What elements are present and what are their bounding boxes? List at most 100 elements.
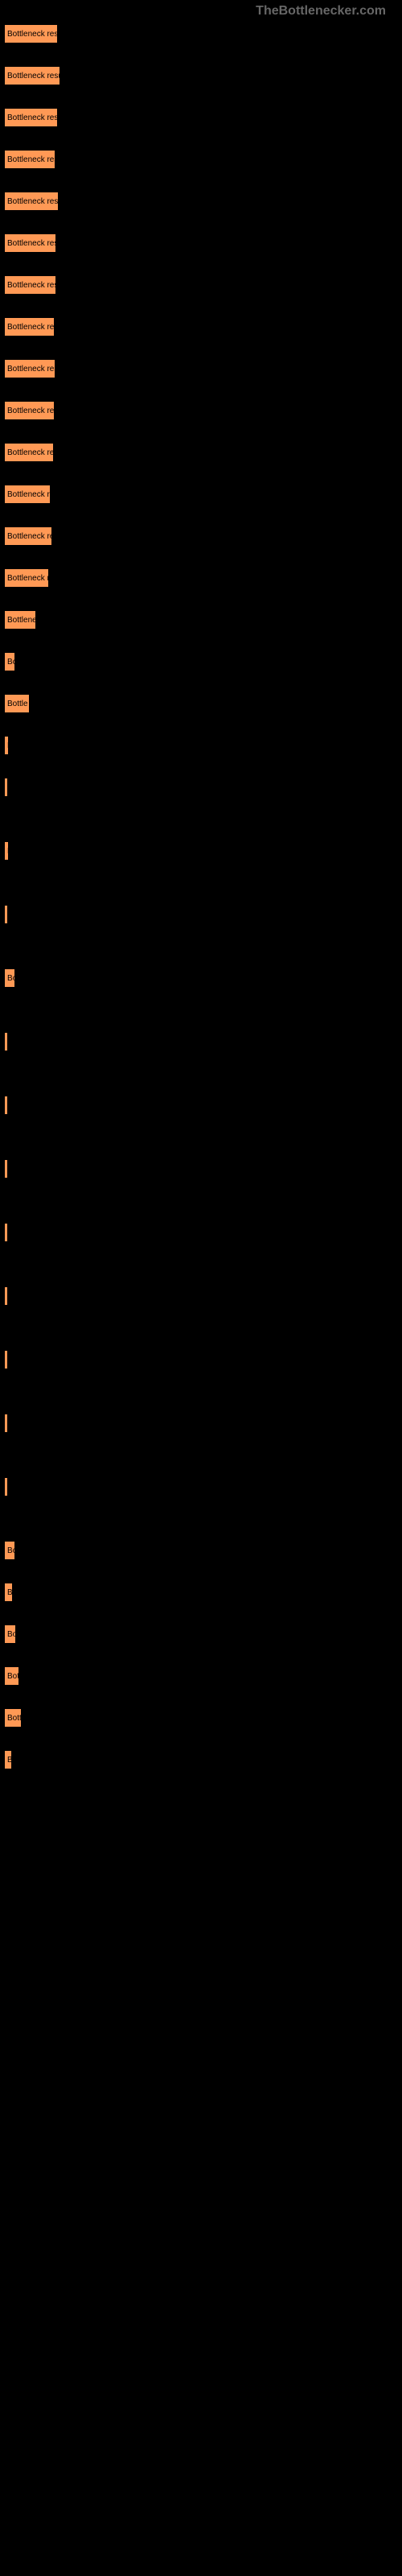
- bar: [4, 905, 8, 924]
- bar-row: B: [4, 841, 402, 861]
- bar-row: Bottle: [4, 694, 402, 713]
- bar-label: B: [7, 1756, 12, 1765]
- bar: [4, 1414, 8, 1433]
- bar: [4, 1159, 8, 1179]
- bar-label: Bottleneck res: [7, 239, 56, 248]
- bar-label: Bottleneck resu: [7, 114, 58, 122]
- bar: Bottleneck resu: [4, 192, 59, 211]
- bar-row: [4, 1477, 402, 1496]
- bar-label: Bottleneck res: [7, 155, 55, 164]
- bar-row: Bottleneck resul: [4, 66, 402, 85]
- bar-label: Bottleneck res: [7, 365, 55, 374]
- bar-label: Bot: [7, 1672, 19, 1681]
- bar-label: Bottleneck res: [7, 281, 56, 290]
- bar: [4, 778, 8, 797]
- bar: Bottleneck res: [4, 233, 56, 253]
- bar: Bottle: [4, 694, 30, 713]
- bar-label: Bottleneck r: [7, 490, 50, 499]
- bar-row: [4, 905, 402, 924]
- bar-label: Bottleneck resu: [7, 197, 59, 206]
- bar: Bottleneck res: [4, 359, 55, 378]
- bar-row: Bottleneck res: [4, 150, 402, 169]
- bar-row: Bottleneck res: [4, 359, 402, 378]
- bar-label: B: [7, 1292, 8, 1301]
- bar-row: Bottlene: [4, 610, 402, 630]
- bar-label: Bottle: [7, 700, 28, 708]
- bar: Bottleneck resu: [4, 108, 58, 127]
- bar-label: Bo: [7, 974, 15, 983]
- bar-label: Bottleneck resu: [7, 30, 58, 39]
- bar: Bottleneck re: [4, 526, 52, 546]
- bar: Bottleneck res: [4, 150, 55, 169]
- bar: B: [4, 1583, 13, 1602]
- bar-label: B: [7, 1588, 13, 1597]
- bar-row: Bo: [4, 1624, 402, 1644]
- bar: B: [4, 736, 9, 755]
- bar-row: Bot: [4, 1666, 402, 1686]
- bar-label: Bottleneck re: [7, 532, 52, 541]
- bar: Bo: [4, 652, 15, 671]
- bar-label: Bottleneck r: [7, 574, 49, 583]
- bar-row: B: [4, 1583, 402, 1602]
- bar: [4, 1350, 8, 1369]
- bar-row: [4, 1414, 402, 1433]
- bar-label: Bo: [7, 658, 15, 667]
- bar: [4, 1223, 8, 1242]
- bar-row: B: [4, 1750, 402, 1769]
- bar-row: B: [4, 1286, 402, 1306]
- bar: Bottleneck res: [4, 401, 55, 420]
- bar-row: Bottleneck r: [4, 485, 402, 504]
- bar-row: [4, 1159, 402, 1179]
- chart-container: Bottleneck resu Bottleneck resul Bottlenec…: [0, 0, 402, 1769]
- bar-label: Bo: [7, 1630, 16, 1639]
- bar-label: Bottleneck resul: [7, 72, 60, 80]
- bar-row: Bottleneck res: [4, 401, 402, 420]
- bar-row: Bottleneck resu: [4, 108, 402, 127]
- bar: Bot: [4, 1666, 19, 1686]
- bar: Bottleneck r: [4, 485, 51, 504]
- bar: Bottleneck resu: [4, 24, 58, 43]
- bar: B: [4, 1286, 8, 1306]
- bar-row: Bo: [4, 652, 402, 671]
- bar: Bo: [4, 1624, 16, 1644]
- bar-row: [4, 778, 402, 797]
- bar: Bo: [4, 1541, 15, 1560]
- bar-row: Bottleneck r: [4, 568, 402, 588]
- bar-row: [4, 1096, 402, 1115]
- bar: Bottleneck r: [4, 568, 49, 588]
- bar: Bottlene: [4, 610, 36, 630]
- bar-row: Bottleneck res: [4, 317, 402, 336]
- bar-label: B: [7, 847, 9, 856]
- bar-row: Bottleneck res: [4, 275, 402, 295]
- bar-row: Bottleneck resu: [4, 24, 402, 43]
- bar: [4, 1477, 8, 1496]
- bar-row: [4, 1032, 402, 1051]
- bar-row: [4, 1350, 402, 1369]
- bar-row: Bottleneck re: [4, 443, 402, 462]
- bar-row: Bott: [4, 1708, 402, 1728]
- bar: Bottleneck re: [4, 443, 54, 462]
- bar: B: [4, 1750, 12, 1769]
- watermark: TheBottlenecker.com: [256, 4, 386, 19]
- bar-row: Bo: [4, 1541, 402, 1560]
- bar: Bottleneck res: [4, 317, 55, 336]
- bar-label: Bottlene: [7, 616, 36, 625]
- bar-label: Bo: [7, 1546, 15, 1555]
- bar-row: Bo: [4, 968, 402, 988]
- bar: Bo: [4, 968, 15, 988]
- bar: Bott: [4, 1708, 22, 1728]
- bar: Bottleneck res: [4, 275, 56, 295]
- bar: [4, 1096, 8, 1115]
- bar-row: [4, 1223, 402, 1242]
- bar-label: Bottleneck re: [7, 448, 54, 457]
- bar: B: [4, 841, 9, 861]
- bar-label: B: [7, 741, 9, 750]
- bar-row: Bottleneck resu: [4, 192, 402, 211]
- bar-row: B: [4, 736, 402, 755]
- bar-row: Bottleneck re: [4, 526, 402, 546]
- bar: [4, 1032, 8, 1051]
- bar: Bottleneck resul: [4, 66, 60, 85]
- bar-label: Bott: [7, 1714, 22, 1723]
- bar-label: Bottleneck res: [7, 407, 55, 415]
- bar-row: Bottleneck res: [4, 233, 402, 253]
